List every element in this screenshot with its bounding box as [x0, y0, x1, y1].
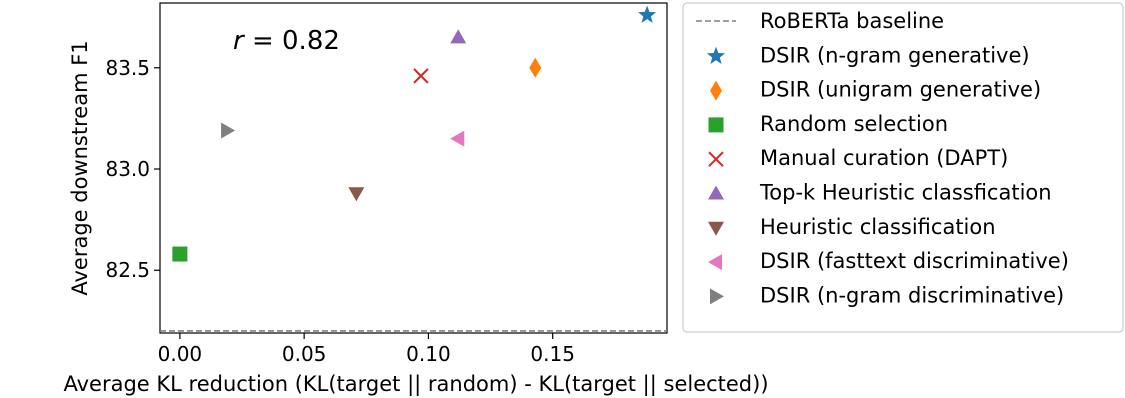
y-axis-label: Average downstream F1	[68, 40, 92, 295]
data-point	[529, 57, 542, 78]
data-point	[221, 122, 236, 139]
legend-label: Random selection	[760, 112, 948, 136]
data-point	[172, 246, 188, 262]
legend: RoBERTa baseline DSIR (n-gram generative)…	[682, 2, 1124, 333]
legend-swatch	[708, 221, 724, 236]
legend-swatch	[708, 254, 722, 271]
data-point	[450, 130, 465, 147]
legend-swatch	[708, 151, 724, 167]
x-tick-label: 0.00	[158, 342, 203, 366]
legend-label: Manual curation (DAPT)	[760, 146, 1008, 170]
legend-swatch	[708, 185, 724, 200]
correlation-annotation: r = 0.82	[233, 26, 340, 56]
x-axis-label: Average KL reduction (KL(target || rando…	[63, 372, 768, 397]
data-point	[413, 68, 429, 84]
x-tick-label: 0.15	[530, 342, 575, 366]
legend-label: Heuristic classification	[760, 215, 996, 239]
annotation-symbol: r	[233, 26, 246, 56]
annotation-value: = 0.82	[244, 26, 340, 56]
legend-swatch	[706, 46, 726, 64]
legend-swatch	[710, 288, 724, 305]
legend-label: DSIR (fasttext discriminative)	[760, 249, 1069, 273]
legend-items: RoBERTa baseline DSIR (n-gram generative)…	[696, 9, 1069, 307]
data-point	[638, 5, 657, 23]
data-point	[450, 29, 467, 44]
y-tick-label: 83.5	[105, 56, 150, 80]
plot-area-frame	[159, 2, 668, 334]
legend-swatch	[708, 117, 724, 133]
legend-frame	[682, 2, 1124, 333]
data-point	[348, 187, 365, 202]
legend-swatch	[710, 80, 722, 101]
x-tick-label: 0.05	[282, 342, 327, 366]
y-tick-label: 82.5	[105, 258, 150, 282]
x-tick-label: 0.10	[406, 342, 451, 366]
legend-label: DSIR (unigram generative)	[760, 78, 1041, 102]
y-tick-label: 83.0	[105, 157, 150, 181]
legend-label: Top-k Heuristic classfication	[759, 181, 1052, 205]
legend-label: RoBERTa baseline	[760, 9, 944, 33]
legend-label: DSIR (n-gram generative)	[760, 43, 1030, 67]
legend-label: DSIR (n-gram discriminative)	[760, 283, 1064, 307]
data-points	[172, 5, 657, 262]
axis-ticks: 0.00 0.05 0.10 0.15 82.5 83.0 83.5	[105, 56, 574, 366]
